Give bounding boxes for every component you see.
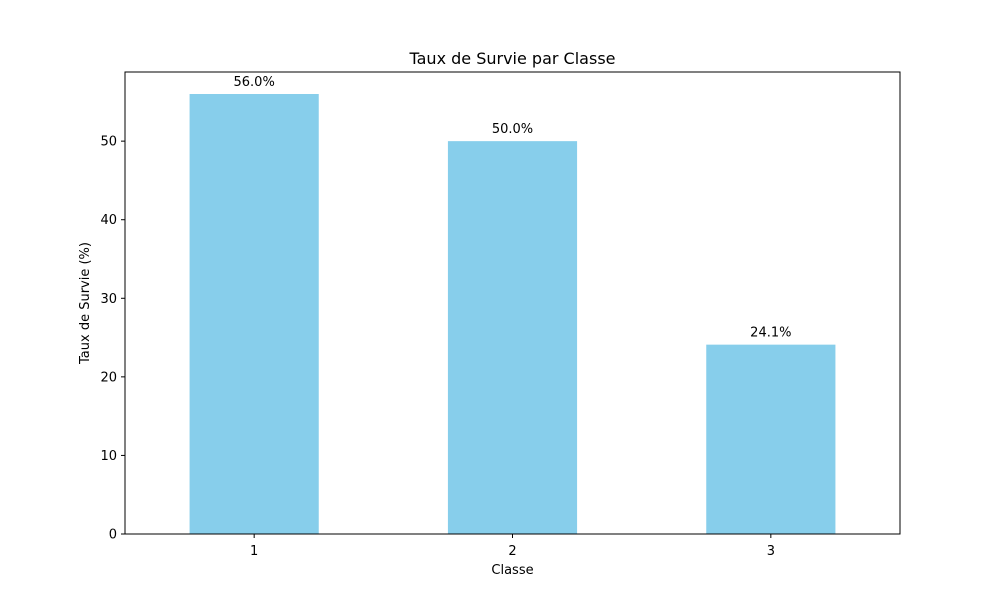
y-axis-label: Taux de Survie (%) [78,242,93,365]
y-tick-label: 40 [100,213,117,228]
x-tick-label: 2 [508,544,516,559]
y-tick-label: 30 [100,292,117,307]
y-tick-label: 0 [109,528,117,543]
y-tick-label: 20 [100,370,117,385]
y-tick-label: 50 [100,135,117,150]
chart-title: Taux de Survie par Classe [409,49,616,68]
data-label-3: 24.1% [750,326,791,341]
data-label-2: 50.0% [492,122,533,137]
bar-3 [706,344,836,534]
plot-area: 56.0% 50.0% 24.1% 0 10 20 30 40 50 1 2 3 [100,71,901,559]
bar-1 [189,94,319,534]
x-tick-label: 3 [767,544,775,559]
bar-2 [447,141,578,534]
data-label-1: 56.0% [234,75,275,90]
y-tick-label: 10 [100,449,117,464]
x-axis-label: Classe [491,563,533,578]
x-tick-label: 1 [250,544,258,559]
